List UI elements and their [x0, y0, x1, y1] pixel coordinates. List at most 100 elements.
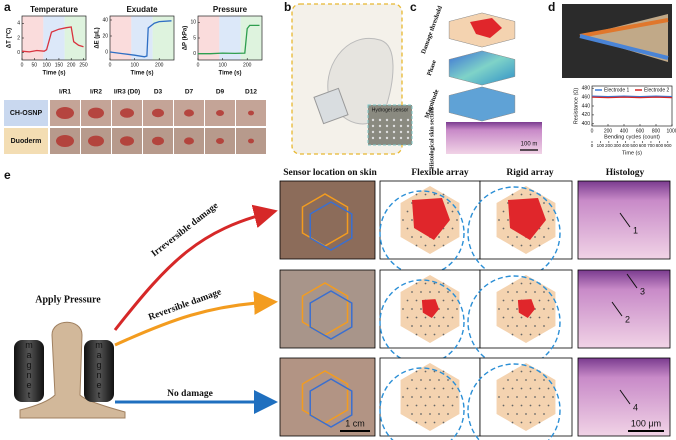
sensor-node — [516, 379, 518, 381]
sensing-range — [467, 363, 561, 440]
x-tick-label: 0 — [109, 62, 112, 68]
y-tick-label: 420 — [582, 112, 591, 118]
y-tick-label: 460 — [582, 94, 591, 100]
wound — [120, 136, 134, 146]
data-line — [591, 96, 673, 99]
sensor-node — [552, 219, 554, 221]
panel-label: c — [410, 0, 417, 14]
sensor-node — [520, 193, 523, 196]
damage-region — [508, 198, 546, 240]
sensor-node — [415, 299, 418, 302]
sensor-node — [429, 379, 431, 381]
sensor-node — [442, 299, 445, 302]
sensor-node — [516, 325, 518, 327]
x-tick-label: 200 — [155, 62, 164, 68]
device-label: Apply Pressure — [35, 294, 101, 305]
sensor-node — [424, 244, 427, 247]
sensor-node — [442, 244, 445, 247]
plot-title: Exudate — [126, 5, 158, 14]
glove — [327, 37, 394, 125]
sensor-node — [529, 193, 532, 196]
sensor-node — [442, 387, 445, 390]
sensor-node — [420, 413, 422, 415]
x-axis-label: Time (s) — [219, 71, 242, 77]
sensor-node — [442, 193, 445, 196]
panel-label: a — [4, 0, 11, 14]
phase-region — [152, 16, 174, 60]
sensor-node — [415, 244, 418, 247]
skin-photo — [279, 269, 376, 349]
sensor-node — [507, 236, 509, 238]
y-tick-label: 0 — [105, 49, 108, 55]
sensor-node — [534, 325, 536, 327]
sensor-node — [433, 387, 436, 390]
electrode-dot — [399, 124, 403, 128]
x-tick-label: 0 — [197, 62, 200, 68]
wound — [56, 135, 74, 147]
y-tick-label: 5 — [193, 35, 196, 41]
legend-label: Electrode 1 — [604, 87, 630, 93]
sensor-node — [520, 404, 523, 407]
electrode-dot — [406, 130, 410, 134]
electrode-dot — [392, 124, 396, 128]
sensor-node — [502, 404, 505, 407]
x-tick-label: 400 — [620, 128, 629, 134]
sensor-node — [433, 316, 436, 319]
sensor-node — [511, 193, 514, 196]
sensor-node — [411, 291, 413, 293]
sensor-node — [538, 404, 541, 407]
sensor-node — [456, 308, 458, 310]
sensor-node — [547, 316, 550, 319]
sensor-node — [424, 387, 427, 390]
x-tick-label: 0 — [21, 62, 24, 68]
annotation-label: 1 — [633, 225, 638, 235]
electrode-dot — [406, 118, 410, 122]
annotation-label: 2 — [625, 314, 630, 324]
sensor-node — [534, 236, 536, 238]
y-axis-label: ΔP (kPa) — [183, 26, 189, 51]
electrode-strip — [579, 18, 669, 38]
x-axis-label: Bending cycles (count) — [604, 134, 660, 140]
row-label-box — [4, 100, 48, 126]
sensor-node — [516, 308, 518, 310]
sensor-node — [525, 413, 527, 415]
sensor-node — [516, 413, 518, 415]
y-axis-label: ΔT (°C) — [7, 28, 13, 48]
sensor-node — [429, 291, 431, 293]
sensor-node — [456, 219, 458, 221]
sensor-node — [511, 316, 514, 319]
x2-tick-label: 900 — [664, 143, 672, 148]
sensor-node — [447, 202, 449, 204]
sensor-node — [424, 404, 427, 407]
histology-photo — [577, 180, 671, 260]
sensor-node — [507, 325, 509, 327]
electrode-dot — [378, 124, 382, 128]
panel-label: b — [284, 0, 291, 14]
sensor-node — [538, 421, 541, 424]
sensor-node — [442, 282, 445, 285]
phase-region — [64, 16, 86, 60]
sensor-node — [516, 291, 518, 293]
sensor-node — [442, 404, 445, 407]
column-label: D12 — [245, 89, 257, 96]
electrode-dot — [399, 118, 403, 122]
sensor-node — [424, 370, 427, 373]
x-tick-label: 200 — [243, 62, 252, 68]
column-label: D9 — [216, 89, 225, 96]
x-axis-label: Time (s) — [43, 71, 66, 77]
plot-frame — [109, 15, 175, 61]
electrode-dot — [399, 130, 403, 134]
sensor-node — [438, 291, 440, 293]
sensor-node — [543, 396, 545, 398]
hex-layer — [448, 50, 516, 86]
damage-region — [421, 299, 439, 318]
hex-blue — [309, 201, 353, 251]
scale-bar — [340, 430, 370, 432]
y-tick-label: 40 — [102, 17, 108, 23]
sensor-node — [415, 333, 418, 336]
sensor-node — [438, 396, 440, 398]
sensor-node — [498, 219, 500, 221]
sensor-node — [543, 236, 545, 238]
